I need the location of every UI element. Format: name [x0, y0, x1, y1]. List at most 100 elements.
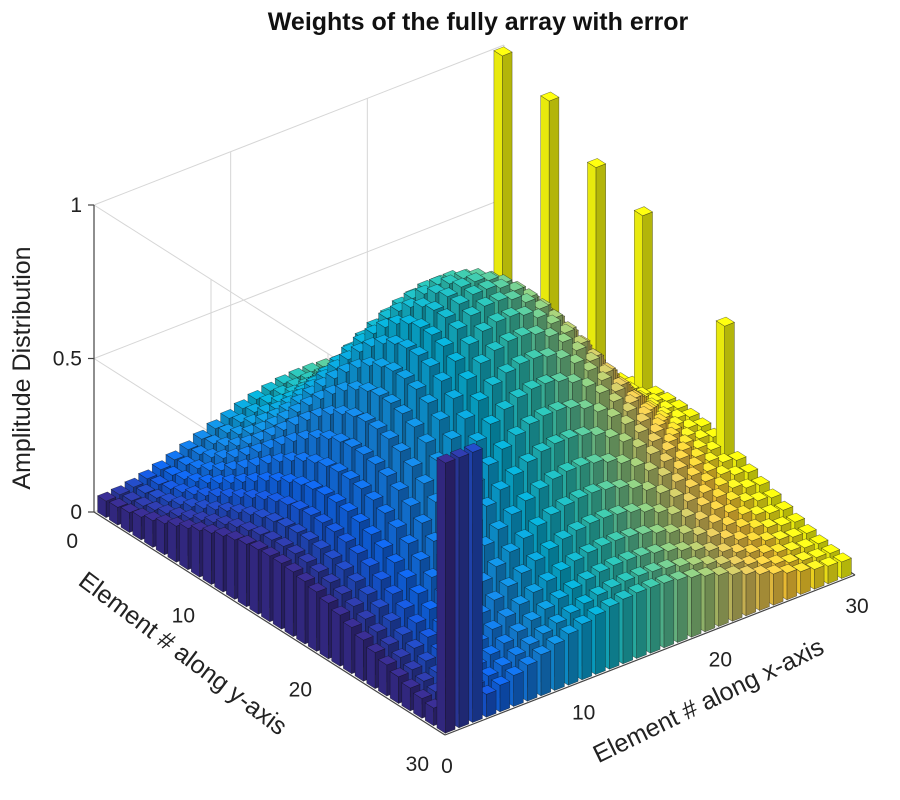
bar-face-top — [383, 584, 404, 595]
bar-face-top — [635, 502, 655, 513]
bar-face-top — [295, 572, 316, 582]
bar-face-top — [526, 551, 546, 562]
bar-face-top — [485, 590, 505, 601]
bar-face-top — [399, 534, 419, 545]
bar-face-top — [563, 373, 583, 384]
bar-face-side — [366, 646, 376, 690]
bar-face-top — [744, 518, 765, 529]
bar-face-top — [473, 321, 494, 332]
bar-face-top — [637, 480, 657, 491]
bar-face-top — [715, 316, 736, 327]
bar-face-top — [793, 551, 814, 562]
bar-face-side — [284, 566, 294, 638]
bar-face-top — [299, 530, 320, 541]
bar-face-top — [727, 543, 747, 554]
bar-face-top — [738, 463, 759, 474]
bar-face-top — [325, 522, 345, 533]
bar-face-top — [576, 570, 597, 581]
bar-face-top — [278, 495, 298, 506]
bar-face-top — [692, 417, 712, 428]
bar-face-top — [120, 503, 140, 514]
bar-face-top — [276, 517, 296, 528]
bar-face-top — [578, 543, 599, 554]
bar-face-top — [662, 505, 683, 516]
bar-face-top — [330, 605, 351, 616]
bar-face-top — [545, 634, 566, 645]
bar-face-front — [636, 588, 647, 659]
bar-face-top — [344, 596, 365, 607]
bar-face-top — [584, 453, 605, 464]
bar-face-top — [483, 375, 503, 386]
bar-face-top — [760, 504, 780, 514]
bar-face-top — [725, 555, 745, 566]
bar-face-top — [492, 439, 513, 450]
bar-face-top — [623, 479, 644, 489]
chart-title: Weights of the fully array with error — [268, 8, 689, 36]
bar-face-top — [540, 91, 560, 102]
bar-face-side — [354, 634, 364, 682]
bar-face-top — [135, 483, 156, 494]
bar-face-top — [412, 513, 433, 524]
bar-face-side — [436, 457, 446, 734]
bar-face-top — [463, 442, 484, 453]
bar-face-side — [190, 524, 200, 578]
bar-x1-y30 — [436, 453, 456, 734]
bar-face-top — [699, 541, 720, 552]
bar-x1-y28 — [412, 689, 433, 719]
bar-face-top — [571, 456, 591, 467]
bar-face-top — [110, 485, 131, 496]
bar-face-top — [772, 516, 792, 527]
bar-face-top — [288, 523, 308, 534]
bar-face-top — [748, 491, 769, 502]
bar-face-top — [598, 452, 618, 463]
bar-face-top — [557, 461, 577, 472]
bar-face-side — [226, 534, 235, 600]
bar-face-top — [569, 488, 589, 499]
bar-face-top — [262, 530, 283, 541]
bar-face-top — [715, 529, 735, 540]
bar-face-top — [405, 638, 425, 649]
bar-face-front — [800, 567, 811, 595]
bar-face-top — [774, 500, 794, 511]
bar-face-top — [297, 552, 318, 563]
bar-face-top — [367, 622, 388, 633]
bar-face-front — [691, 573, 702, 638]
bar-face-top — [768, 543, 788, 553]
z-tick-label: 1 — [70, 194, 82, 217]
bar-face-top — [332, 584, 353, 595]
bar-face-top — [641, 578, 661, 588]
bar-face-top — [610, 478, 630, 489]
bar-face-top — [481, 414, 501, 425]
bar-face-top — [658, 542, 679, 552]
bar-face-top — [493, 46, 513, 57]
bar-face-top — [403, 660, 423, 671]
bar-face-top — [327, 492, 347, 503]
bar-face-top — [781, 541, 802, 552]
bar-face-top — [559, 428, 579, 439]
bar-face-top — [383, 361, 404, 372]
bar-face-top — [366, 454, 386, 465]
bar-face-top — [731, 517, 751, 528]
bar-face-top — [409, 346, 429, 357]
bar-face-top — [512, 563, 532, 574]
bar-face-top — [695, 566, 716, 577]
bar-face-top — [124, 477, 144, 488]
bar-face-front — [650, 583, 661, 654]
x-tick-label: 0 — [441, 755, 453, 778]
bar-face-top — [809, 534, 829, 545]
bar-face-top — [735, 492, 755, 503]
bar-face-top — [729, 530, 749, 541]
bar-face-top — [344, 407, 365, 418]
bar-face-top — [785, 512, 806, 523]
bar-face-top — [619, 527, 640, 538]
bar-face-top — [678, 418, 699, 429]
bar-face-top — [518, 655, 538, 666]
bar-face-top — [668, 570, 689, 581]
bar-face-top — [539, 539, 560, 550]
bar-face-top — [342, 617, 363, 628]
bar-face-top — [795, 538, 816, 549]
bar-face-top — [358, 381, 378, 392]
bar-face-top — [418, 393, 439, 404]
y-tick-label: 20 — [289, 679, 312, 702]
